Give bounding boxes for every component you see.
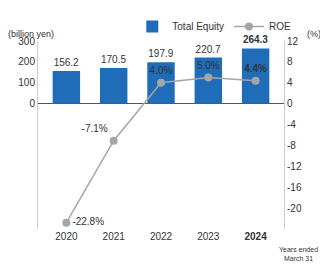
svg-text:-4: -4 bbox=[287, 119, 296, 130]
svg-text:4.0%: 4.0% bbox=[150, 65, 173, 76]
svg-text:(%): (%) bbox=[307, 29, 320, 39]
svg-text:197.9: 197.9 bbox=[148, 48, 173, 59]
svg-text:-12: -12 bbox=[287, 161, 302, 172]
svg-text:-20: -20 bbox=[287, 203, 302, 214]
svg-text:300: 300 bbox=[18, 36, 35, 47]
svg-text:-22.8%: -22.8% bbox=[72, 216, 104, 227]
svg-text:264.3: 264.3 bbox=[243, 34, 268, 45]
svg-text:156.2: 156.2 bbox=[54, 57, 79, 68]
svg-text:170.5: 170.5 bbox=[101, 54, 126, 65]
svg-text:220.7: 220.7 bbox=[196, 44, 221, 55]
svg-text:-7.1%: -7.1% bbox=[82, 123, 108, 134]
svg-text:2020: 2020 bbox=[55, 231, 78, 242]
svg-text:0: 0 bbox=[287, 98, 293, 109]
svg-text:ROE: ROE bbox=[269, 21, 291, 32]
svg-text:2022: 2022 bbox=[150, 231, 173, 242]
svg-text:2023: 2023 bbox=[197, 231, 220, 242]
svg-text:(billion yen): (billion yen) bbox=[8, 29, 54, 39]
svg-text:0: 0 bbox=[29, 98, 35, 109]
svg-text:-16: -16 bbox=[287, 182, 302, 193]
svg-text:Years endedMarch 31: Years endedMarch 31 bbox=[279, 246, 318, 262]
svg-text:2021: 2021 bbox=[103, 231, 126, 242]
svg-text:8: 8 bbox=[287, 56, 293, 67]
svg-text:Total Equity: Total Equity bbox=[172, 21, 224, 32]
svg-text:4: 4 bbox=[287, 77, 293, 88]
svg-text:-8: -8 bbox=[287, 140, 296, 151]
svg-text:12: 12 bbox=[287, 36, 299, 47]
svg-text:5.0%: 5.0% bbox=[197, 60, 220, 71]
svg-text:4.4%: 4.4% bbox=[244, 63, 267, 74]
svg-text:2024: 2024 bbox=[244, 231, 267, 242]
svg-text:200: 200 bbox=[18, 56, 35, 67]
svg-text:100: 100 bbox=[18, 77, 35, 88]
